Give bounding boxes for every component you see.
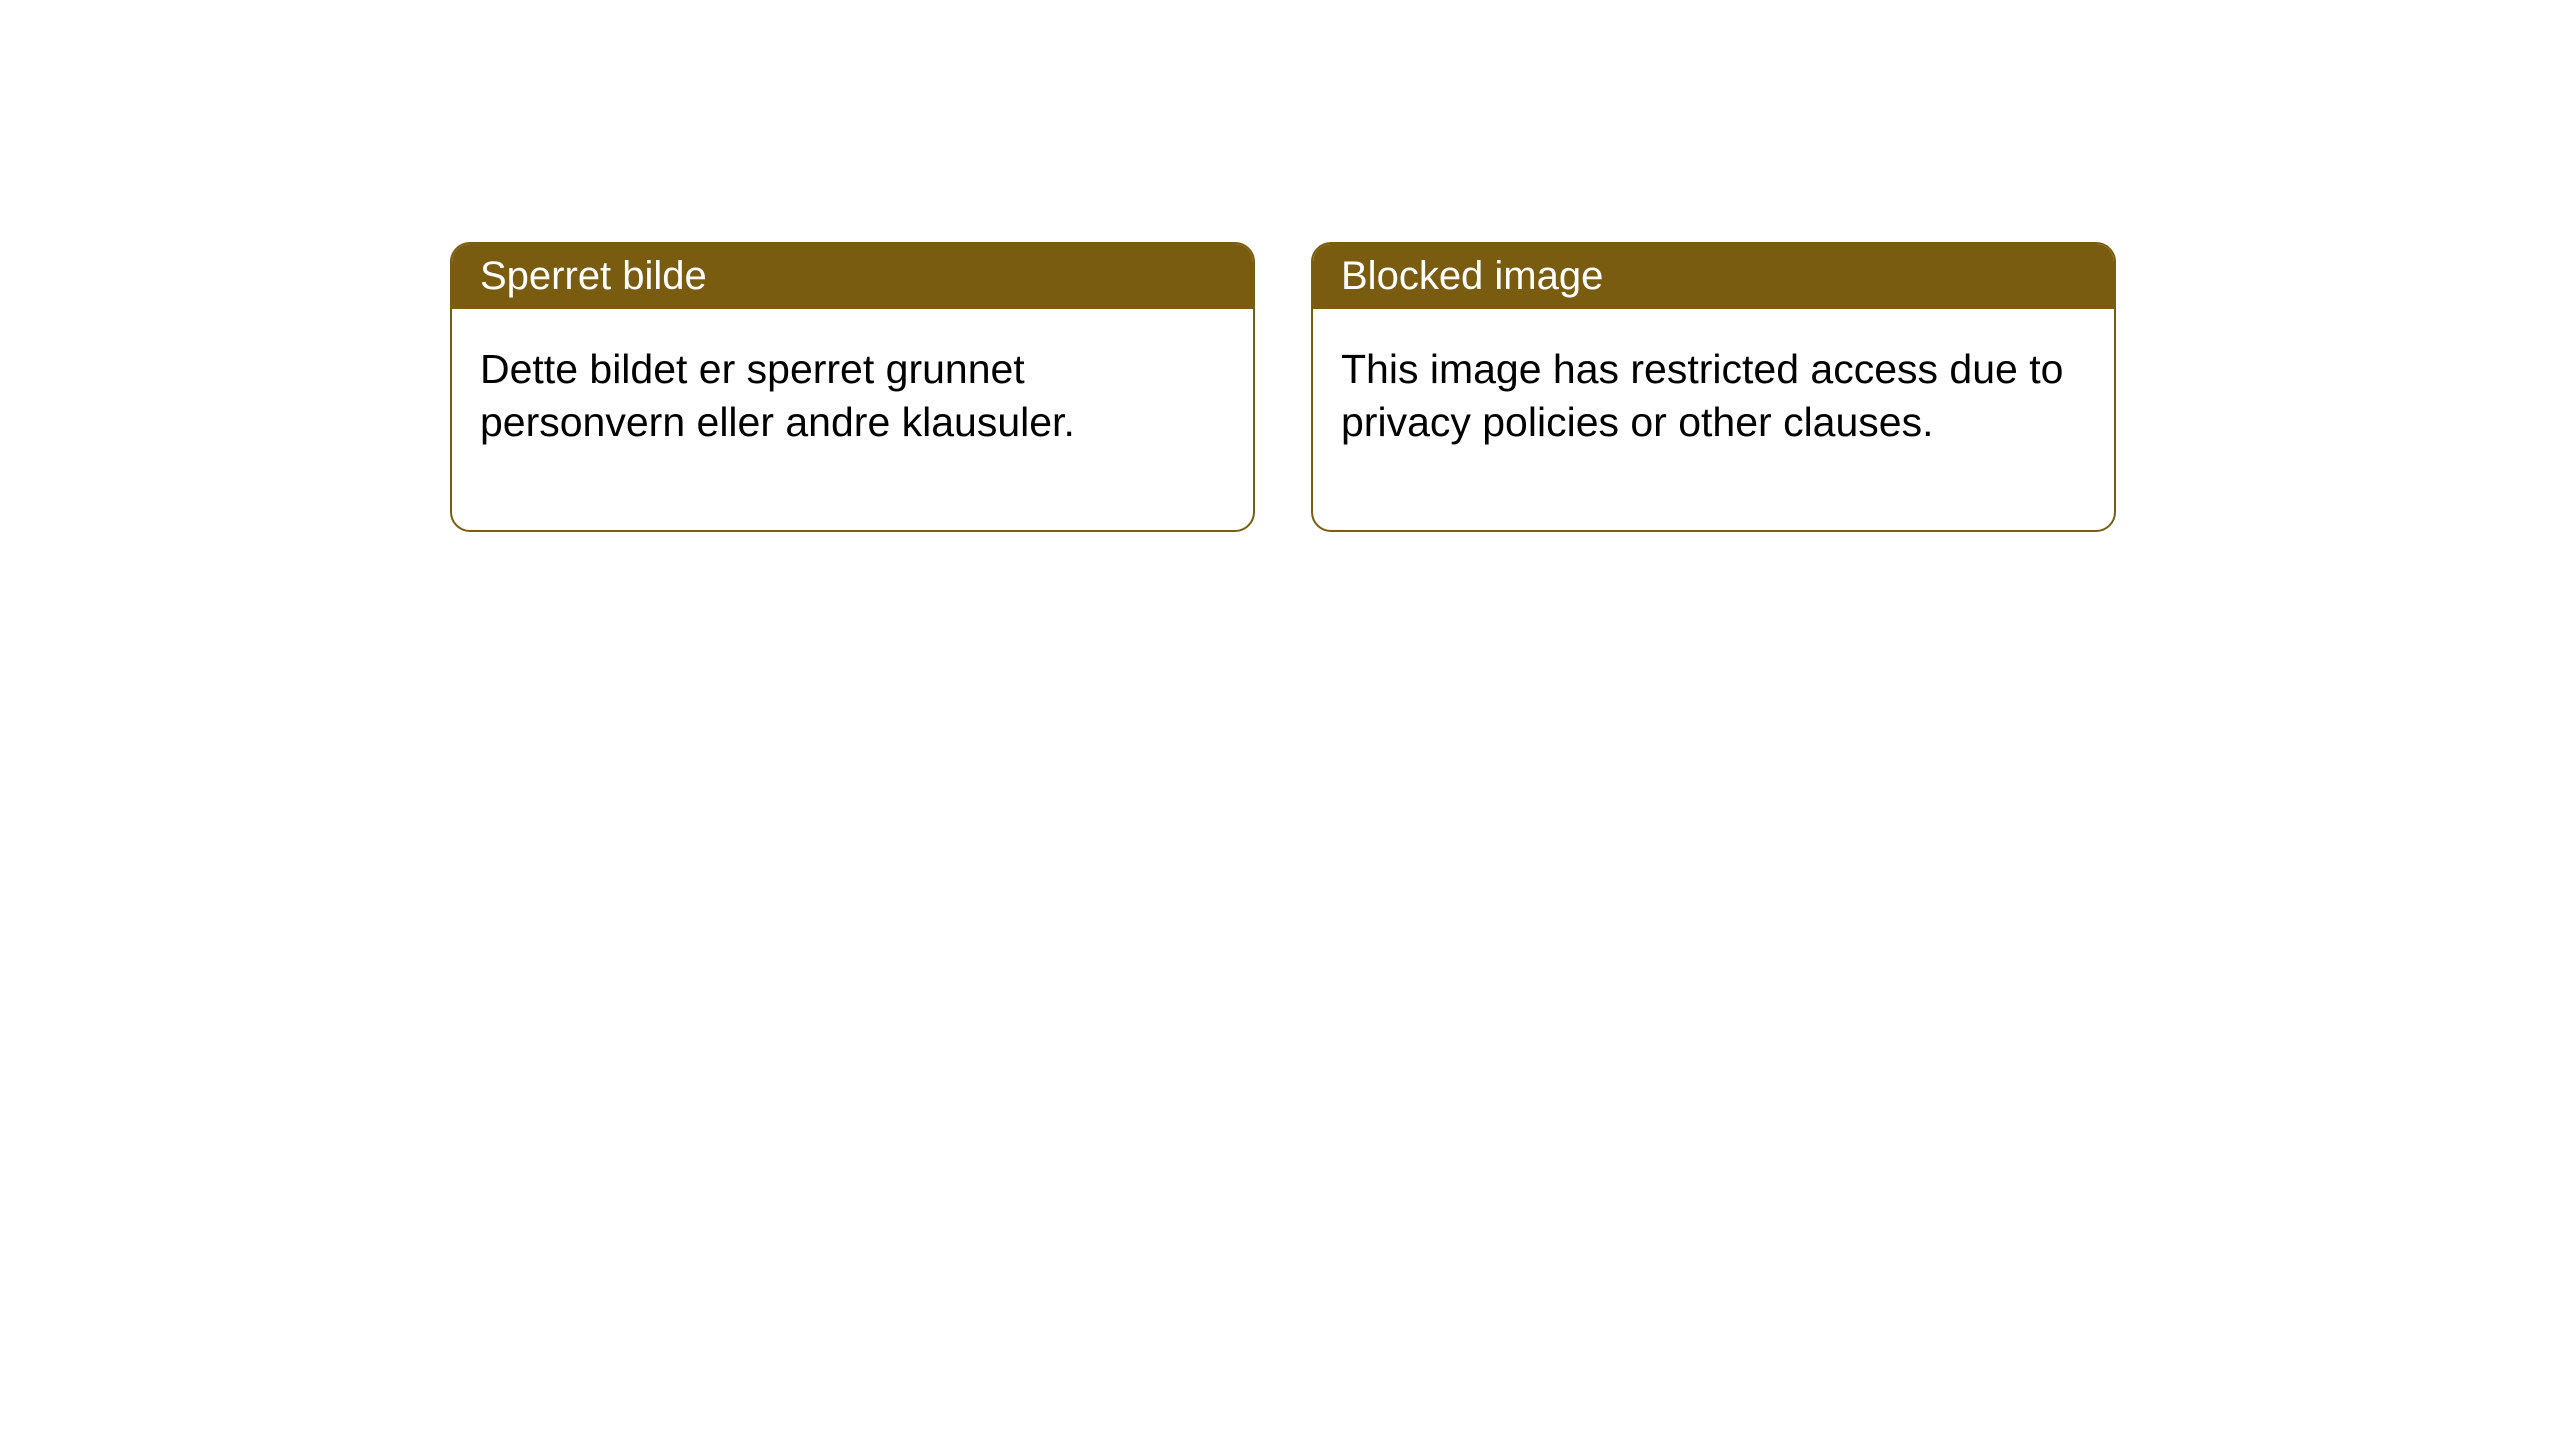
- notice-header: Sperret bilde: [452, 244, 1253, 309]
- notice-body: This image has restricted access due to …: [1313, 309, 2114, 530]
- notice-header: Blocked image: [1313, 244, 2114, 309]
- notice-body-text: This image has restricted access due to …: [1341, 346, 2063, 445]
- notice-title: Blocked image: [1341, 254, 1603, 298]
- notice-body-text: Dette bildet er sperret grunnet personve…: [480, 346, 1075, 445]
- notice-title: Sperret bilde: [480, 254, 707, 298]
- notice-card-english: Blocked image This image has restricted …: [1311, 242, 2116, 532]
- notice-container: Sperret bilde Dette bildet er sperret gr…: [450, 242, 2116, 532]
- notice-card-norwegian: Sperret bilde Dette bildet er sperret gr…: [450, 242, 1255, 532]
- notice-body: Dette bildet er sperret grunnet personve…: [452, 309, 1253, 530]
